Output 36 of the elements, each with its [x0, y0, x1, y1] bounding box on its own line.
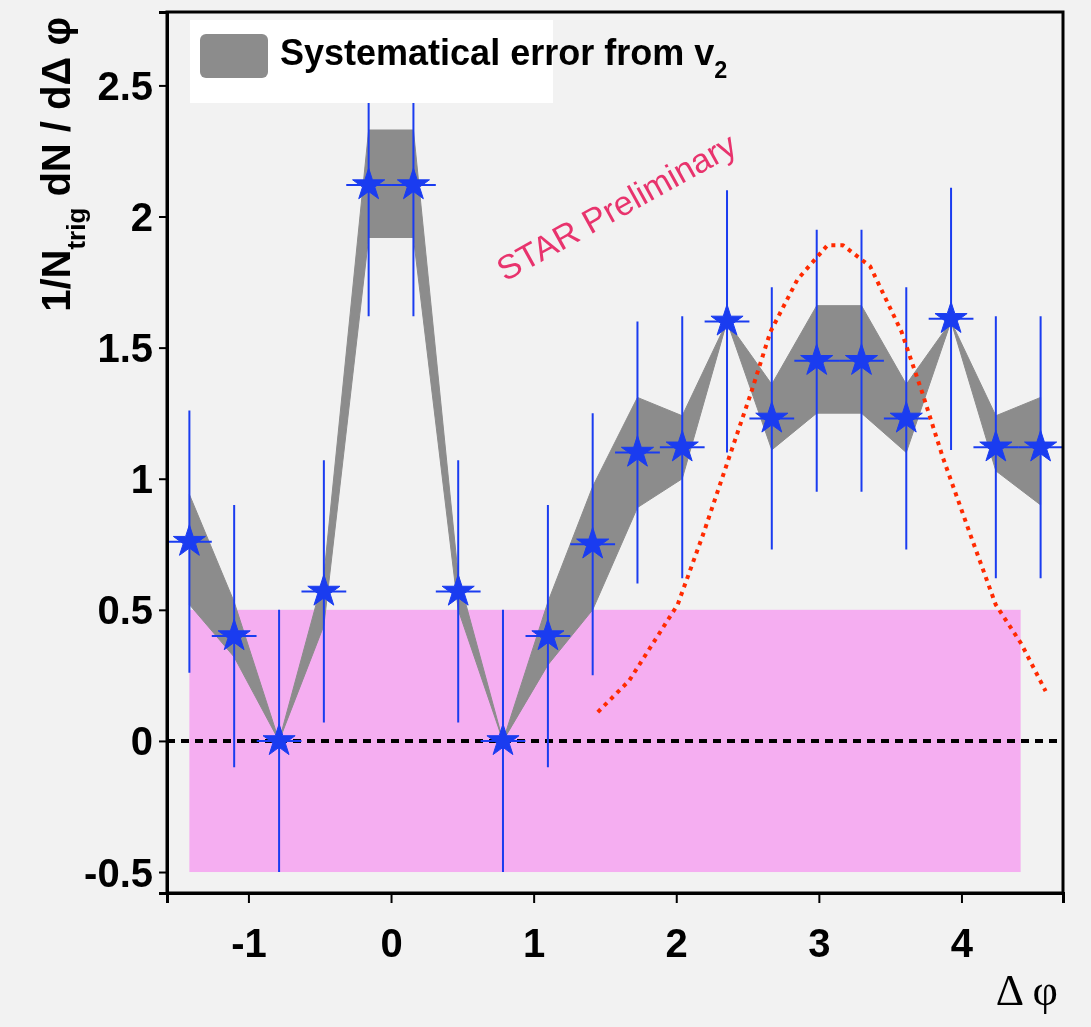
text: Systematical error from v$_{2}$	[280, 32, 728, 83]
point	[620, 435, 655, 467]
point	[352, 167, 386, 200]
y-tick-label: 0	[130, 719, 153, 764]
point	[172, 524, 206, 556]
x-tick-label: 4	[950, 921, 974, 966]
y-tick-label: 2.5	[97, 63, 153, 108]
point	[934, 301, 968, 333]
point	[844, 343, 879, 375]
x-tick-label: 3	[808, 921, 831, 966]
point	[486, 723, 520, 756]
point	[800, 343, 834, 375]
x-tick-label: 0	[380, 921, 403, 966]
x-tick-label: 2	[665, 921, 688, 966]
point	[262, 723, 296, 756]
line-series	[595, 243, 1048, 715]
point	[979, 429, 1013, 462]
point	[889, 401, 923, 433]
y-tick-label: 1	[130, 457, 153, 502]
point	[755, 401, 789, 433]
y-tick-label: -0.5	[84, 850, 153, 895]
point	[665, 429, 699, 462]
y-tick-label: 2	[130, 195, 153, 240]
x-axis-title: Δ φ	[995, 966, 1058, 1015]
point	[710, 304, 744, 336]
point	[531, 618, 565, 651]
point	[217, 618, 251, 651]
point	[307, 574, 341, 606]
x-tick-label: 1	[523, 921, 546, 966]
point	[576, 526, 610, 559]
point	[1024, 429, 1058, 462]
y-tick-label: 1.5	[97, 326, 153, 371]
x-tick-label: -1	[231, 921, 267, 966]
y-tick-label: 0.5	[97, 588, 153, 633]
point	[396, 167, 430, 200]
point	[441, 574, 475, 606]
